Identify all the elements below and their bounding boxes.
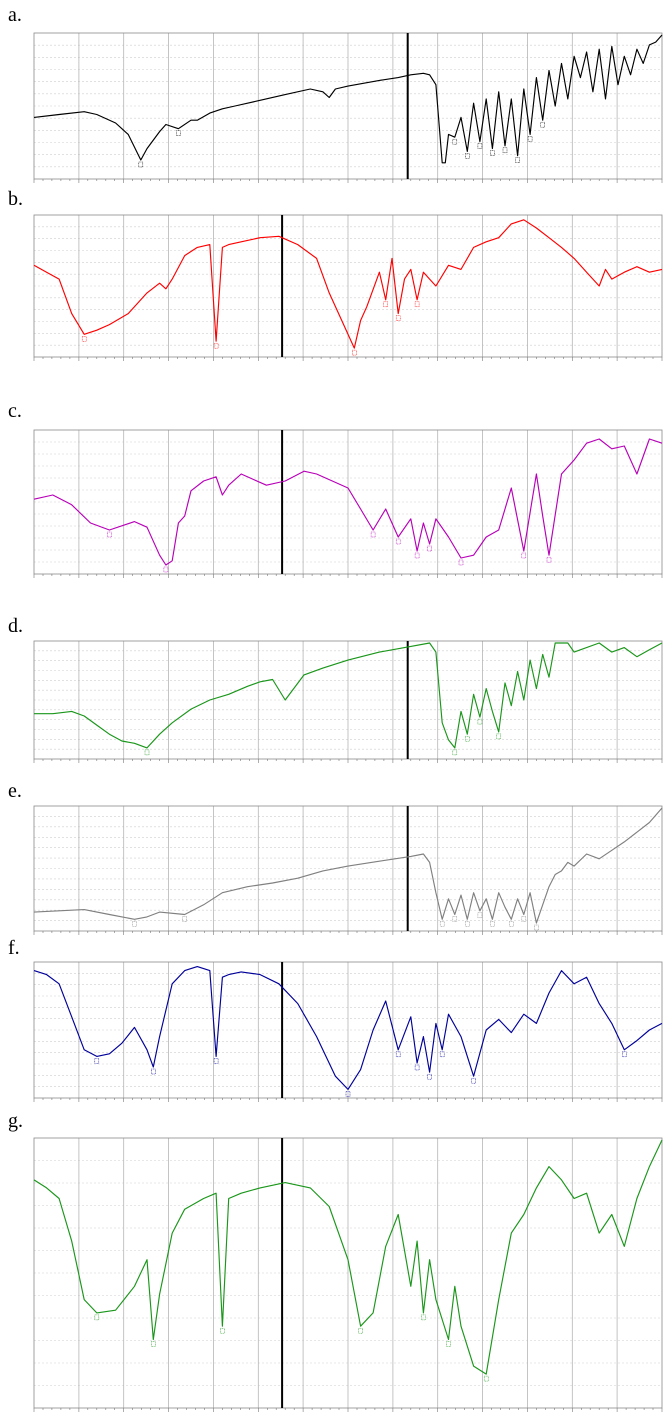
peak-marker [414,1064,420,1071]
spectrum-trace [33,1139,663,1375]
panel-label: c. [8,400,22,422]
peak-marker [81,336,87,342]
panel-label: e. [8,780,22,802]
peak-marker [395,1051,401,1058]
peak-marker [370,531,376,538]
peak-marker [107,531,112,538]
peak-marker [452,138,458,145]
peak-marker [176,130,181,136]
peak-marker [94,1314,100,1321]
peak-marker [213,1058,219,1064]
peak-marker [465,921,470,927]
peak-marker [439,1051,445,1058]
spectrum-trace [33,34,663,164]
peak-marker [138,161,144,168]
peak-marker [182,916,187,922]
peak-marker [546,556,552,563]
panel-label: f. [8,937,20,959]
peak-marker [132,921,137,927]
panel-label: b. [8,188,23,210]
peak-marker [490,921,495,927]
spectrum-chart [33,640,663,763]
spectrum-trace [33,807,663,924]
peak-marker [490,150,495,156]
peak-marker [521,552,527,559]
peak-marker [220,1327,225,1334]
spectrum-trace [34,642,663,749]
spectrum-chart [33,1137,663,1412]
spectrum-trace [33,219,663,349]
peak-marker [477,718,483,725]
peak-marker [94,1058,100,1064]
peak-marker [527,136,533,142]
peak-marker [163,566,169,573]
spectrum-chart [33,805,663,935]
peak-marker [477,912,483,919]
peak-marker [414,552,420,559]
peak-marker [421,1314,426,1321]
peak-marker [509,921,514,927]
spectrum-chart [33,961,663,1102]
spectrum-trace [33,438,663,566]
peak-marker [515,157,520,163]
panel-label: g. [8,1110,23,1132]
spectrum-chart [33,429,663,578]
spectrum-trace [33,966,663,1090]
peak-marker [446,1341,451,1347]
panel-label: a. [8,4,22,26]
peak-marker [477,143,483,149]
peak-marker [213,342,219,349]
panel-label: d. [8,615,23,637]
peak-marker [352,349,357,356]
peak-marker [144,749,150,756]
peak-marker [534,924,539,931]
peak-marker [345,1091,351,1097]
peak-marker [521,916,527,922]
peak-marker [471,1077,476,1084]
peak-marker [383,301,388,308]
peak-marker [395,315,401,321]
peak-marker [483,1375,489,1382]
peak-marker [502,147,508,154]
peak-marker [458,559,464,566]
peak-marker [496,733,501,740]
peak-marker [427,545,432,552]
peak-marker [465,153,470,159]
peak-marker [151,1341,156,1347]
peak-marker [358,1327,363,1334]
spectrum-chart [33,214,663,361]
spectrum-chart [33,32,663,183]
peak-marker [622,1051,627,1058]
peak-marker [452,749,458,756]
peak-marker [414,301,420,308]
peak-marker [540,121,545,128]
peak-marker [395,538,401,545]
peak-marker [439,921,445,927]
peak-marker [151,1068,156,1075]
peak-marker [465,735,470,742]
peak-marker [452,916,458,922]
peak-marker [427,1073,432,1080]
